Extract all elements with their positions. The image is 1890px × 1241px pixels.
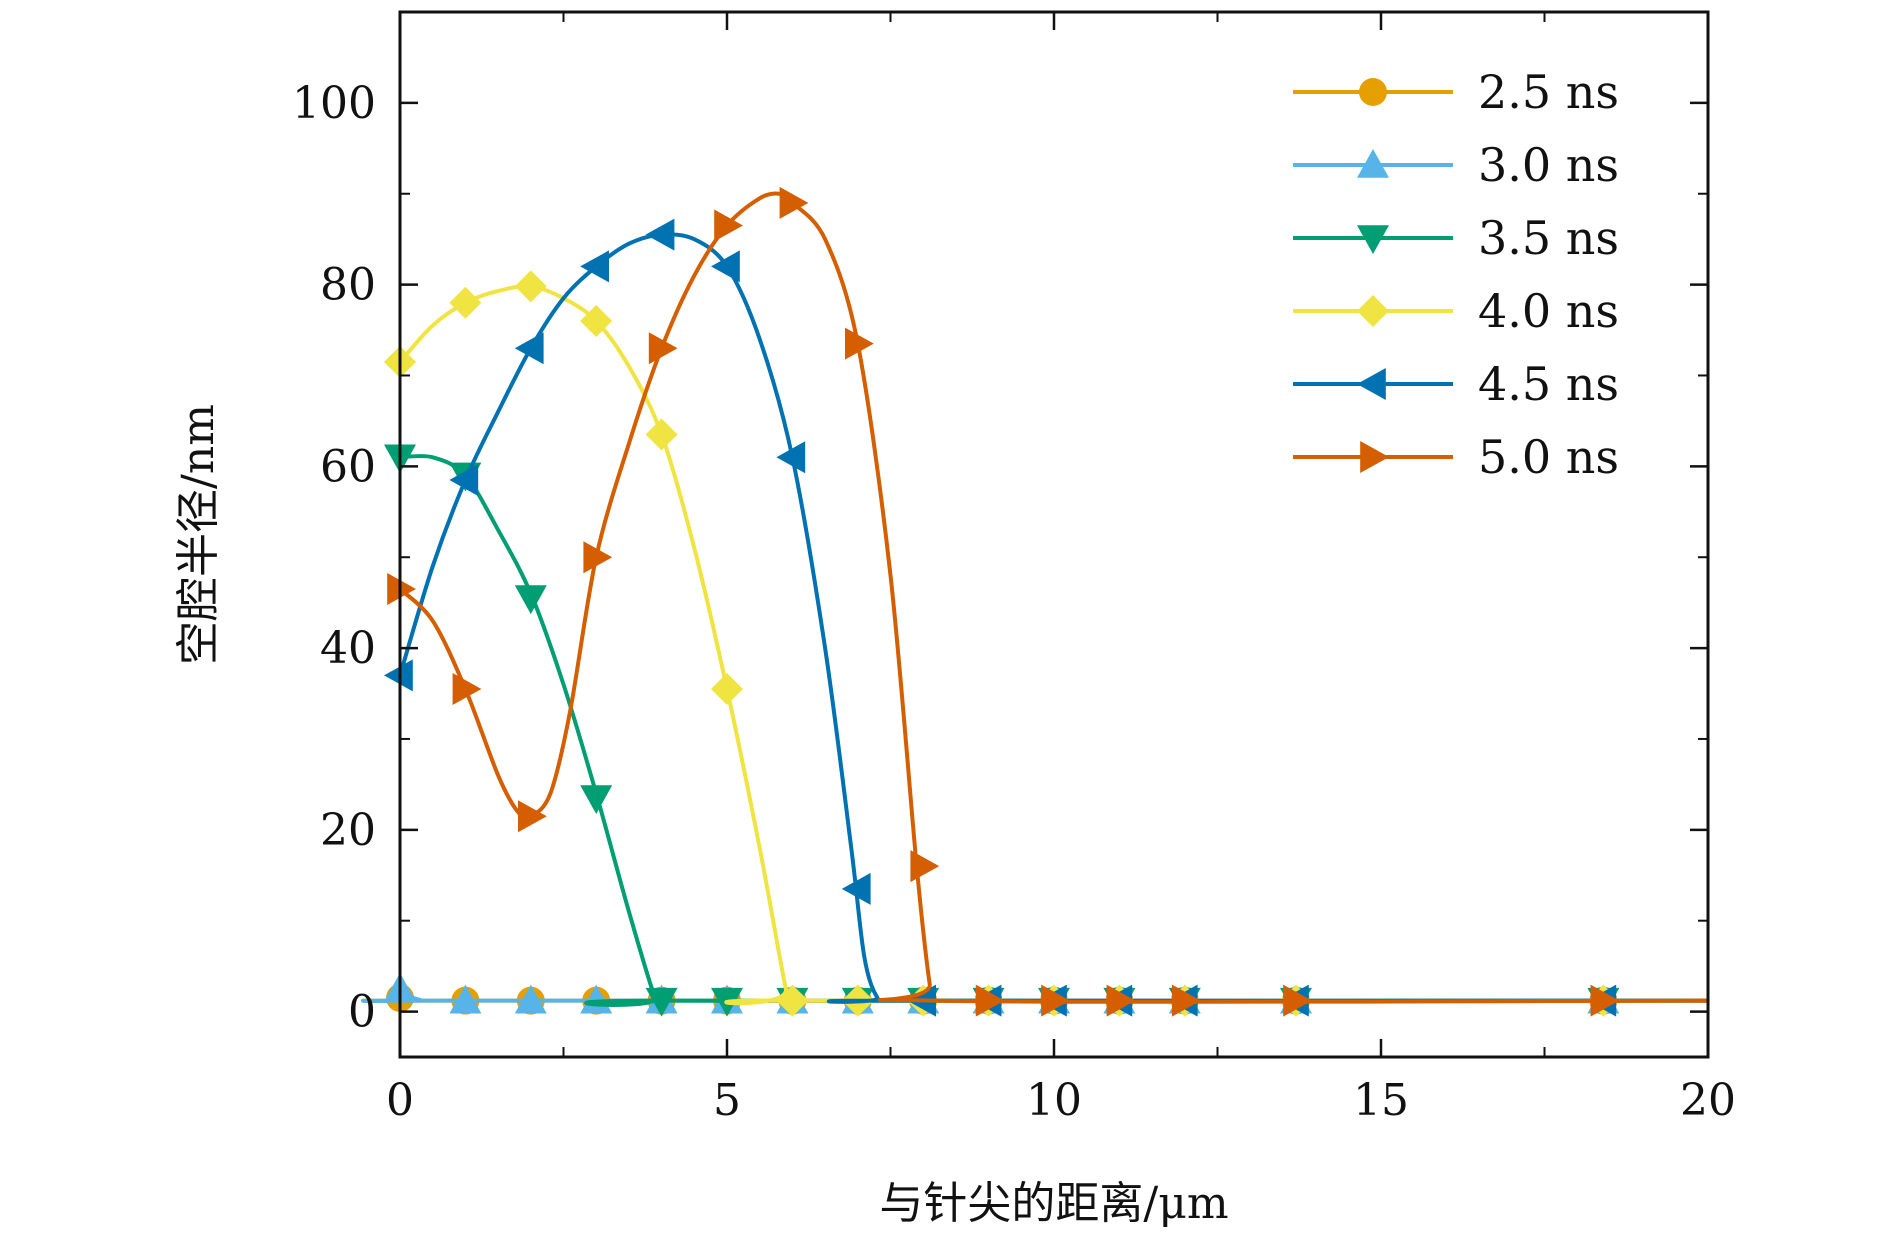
legend-item: 4.5 ns	[1293, 357, 1619, 411]
legend-label: 4.5 ns	[1478, 357, 1619, 411]
data-point	[580, 304, 613, 337]
data-point	[1590, 984, 1620, 1017]
legend-label: 4.0 ns	[1478, 284, 1619, 338]
legend-marker	[1357, 295, 1389, 327]
data-point	[514, 585, 547, 615]
data-point	[841, 872, 871, 905]
legend-marker	[1357, 368, 1386, 400]
x-axis-title: 与针尖的距离/μm	[879, 1178, 1228, 1229]
x-tick-label: 0	[386, 1075, 414, 1126]
data-point	[776, 984, 809, 1017]
y-tick-label: 80	[320, 260, 376, 311]
data-point	[449, 984, 482, 1014]
legend-marker	[1357, 149, 1389, 178]
data-point	[580, 785, 613, 815]
series-3_0-ns	[361, 972, 1709, 1014]
series-layer	[361, 186, 1709, 1017]
y-axis-title: 空腔半径/nm	[173, 404, 224, 665]
y-tick-label: 60	[320, 441, 376, 492]
data-point	[1106, 984, 1136, 1017]
legend-item: 4.0 ns	[1293, 284, 1619, 338]
legend-marker	[1359, 78, 1387, 106]
data-point	[1172, 984, 1201, 1017]
data-point	[779, 186, 809, 219]
data-point	[711, 250, 740, 283]
data-point	[645, 218, 675, 251]
series-line	[399, 453, 1709, 1007]
legend: 2.5 ns 3.0 ns 3.5 ns 4.0 ns 4.5 ns 5.0 ns	[1293, 65, 1619, 484]
y-tick-label: 100	[292, 78, 376, 129]
data-point	[514, 332, 544, 365]
legend-item: 3.0 ns	[1293, 138, 1619, 192]
legend-item: 2.5 ns	[1293, 65, 1619, 119]
data-point	[387, 573, 416, 606]
series-5_0-ns	[387, 186, 1709, 1017]
series-3_5-ns	[384, 444, 1709, 1017]
legend-marker	[1357, 225, 1389, 254]
legend-label: 2.5 ns	[1478, 65, 1619, 119]
data-point	[648, 332, 678, 365]
data-point	[514, 270, 547, 303]
data-point	[975, 984, 1005, 1017]
data-point	[514, 984, 547, 1014]
y-tick-label: 40	[320, 623, 376, 674]
y-tick-label: 0	[348, 987, 376, 1038]
data-point	[776, 441, 806, 474]
data-point	[580, 250, 609, 283]
y-tick-label: 20	[320, 805, 376, 856]
data-point	[518, 800, 547, 833]
data-point	[645, 987, 678, 1017]
data-point	[714, 209, 743, 242]
ticks-layer: 0 5 10 15 20 0 20 40 60 80 100	[292, 12, 1736, 1126]
data-point	[583, 541, 613, 574]
legend-label: 5.0 ns	[1478, 430, 1619, 484]
legend-label: 3.0 ns	[1478, 138, 1619, 192]
data-point	[1283, 984, 1312, 1017]
x-tick-label: 10	[1026, 1075, 1082, 1126]
x-tick-label: 20	[1680, 1075, 1736, 1126]
legend-marker	[1360, 441, 1389, 473]
data-point	[449, 286, 482, 319]
series-4_5-ns	[384, 218, 1709, 1017]
data-point	[711, 672, 743, 705]
legend-item: 3.5 ns	[1293, 211, 1619, 265]
x-tick-label: 15	[1353, 1075, 1409, 1126]
data-point	[645, 418, 678, 451]
data-point	[910, 850, 940, 883]
series-line	[398, 232, 1709, 1004]
data-point	[449, 463, 479, 496]
data-point	[1041, 984, 1070, 1017]
legend-label: 3.5 ns	[1478, 211, 1619, 265]
x-tick-label: 5	[713, 1075, 741, 1126]
legend-item: 5.0 ns	[1293, 430, 1619, 484]
data-point	[845, 327, 874, 360]
data-point	[384, 659, 413, 692]
data-point	[452, 672, 482, 705]
